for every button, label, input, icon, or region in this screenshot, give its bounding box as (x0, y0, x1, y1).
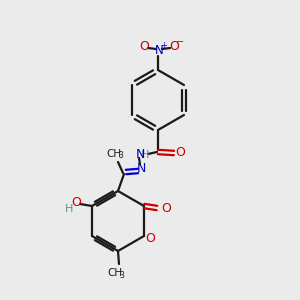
Text: O: O (169, 40, 179, 53)
Text: N: N (136, 161, 146, 175)
Text: 3: 3 (120, 271, 124, 280)
Text: +: + (160, 41, 167, 50)
Text: O: O (145, 232, 155, 244)
Text: 3: 3 (118, 152, 123, 160)
Text: N: N (154, 44, 164, 58)
Text: O: O (161, 202, 171, 214)
Text: H: H (65, 204, 73, 214)
Text: N: N (135, 148, 145, 161)
Text: CH: CH (106, 149, 122, 159)
Text: −: − (176, 37, 184, 47)
Text: O: O (139, 40, 149, 53)
Text: O: O (175, 146, 185, 160)
Text: O: O (71, 196, 81, 209)
Text: H: H (141, 150, 149, 160)
Text: CH: CH (107, 268, 123, 278)
